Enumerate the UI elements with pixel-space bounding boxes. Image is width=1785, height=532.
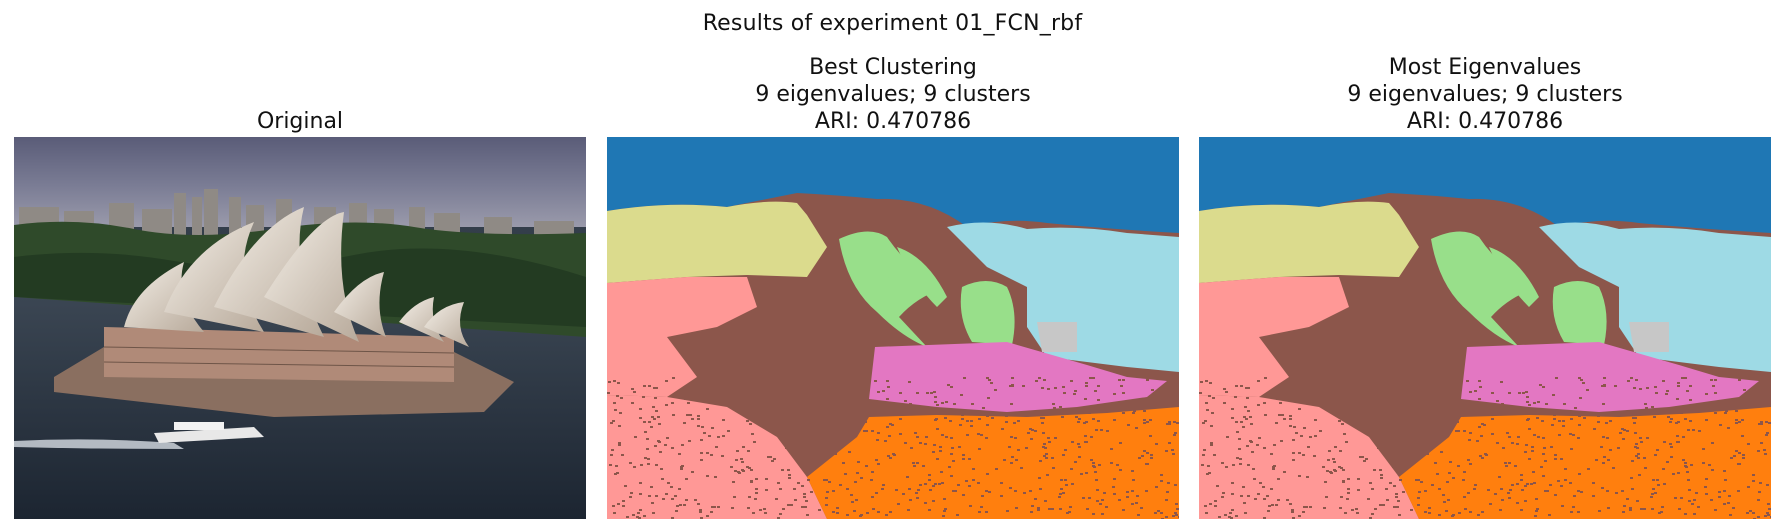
cluster-region [1539, 222, 1771, 372]
panel-original: Original [14, 36, 586, 520]
panel-title-line: Best Clustering [809, 55, 977, 80]
cluster-region [869, 342, 1167, 412]
cluster-region [1461, 342, 1759, 412]
panel-title: Most Eigenvalues 9 eigenvalues; 9 cluste… [1199, 54, 1771, 135]
panel-subtitle-line: 9 eigenvalues; 9 clusters [1347, 82, 1623, 107]
cluster-region [897, 247, 947, 307]
cluster-region [607, 137, 1179, 233]
cluster-region [1199, 201, 1419, 283]
cluster-region [607, 201, 827, 283]
panel-most-eigenvalues: Most Eigenvalues 9 eigenvalues; 9 cluste… [1199, 36, 1771, 520]
panel-ari-line: ARI: 0.470786 [814, 109, 972, 134]
cluster-region [1199, 395, 1419, 519]
cluster-region [960, 281, 1015, 345]
cluster-region [1552, 281, 1607, 345]
panel-best-clustering: Best Clustering 9 eigenvalues; 9 cluster… [607, 36, 1179, 520]
panel-ari-line: ARI: 0.470786 [1406, 109, 1564, 134]
panel-title: Best Clustering 9 eigenvalues; 9 cluster… [607, 54, 1179, 135]
cluster-region [1199, 277, 1349, 397]
figure-suptitle: Results of experiment 01_FCN_rbf [702, 11, 1083, 36]
cluster-region [947, 222, 1179, 372]
cluster-speckle [1199, 377, 1771, 519]
cluster-region [1199, 137, 1771, 233]
original-photo [14, 137, 586, 519]
cluster-region [607, 277, 757, 397]
cluster-region [1037, 322, 1077, 352]
cluster-region [1489, 247, 1539, 307]
cluster-region [607, 395, 827, 519]
cluster-region [1449, 266, 1489, 297]
segmentation-map [1199, 137, 1771, 519]
cluster-region [857, 266, 897, 297]
segmentation-map [607, 137, 1179, 519]
panel-subtitle-line: 9 eigenvalues; 9 clusters [755, 82, 1031, 107]
cluster-region [1629, 322, 1669, 352]
panel-title-line: Original [256, 109, 344, 134]
panel-title: Original [14, 108, 586, 135]
panel-title-line: Most Eigenvalues [1388, 55, 1582, 80]
cluster-speckle [607, 377, 1179, 519]
